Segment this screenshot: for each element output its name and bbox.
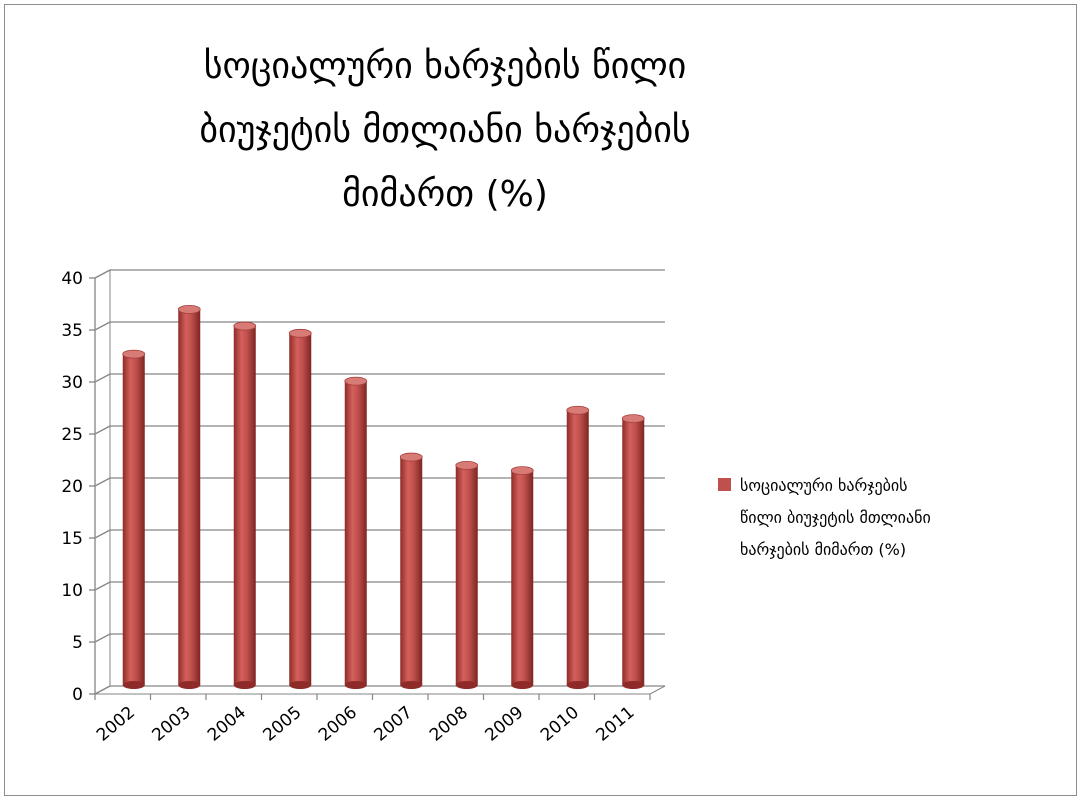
x-tick-label: 2008 bbox=[426, 703, 472, 746]
chart-title-line-1: სოციალური ხარჯების წილი bbox=[203, 46, 687, 87]
bar-top-2004 bbox=[233, 321, 257, 331]
bar-top-2002 bbox=[122, 349, 146, 359]
bar-2005 bbox=[289, 333, 312, 685]
bar-base-2010 bbox=[566, 681, 589, 689]
gridline-side bbox=[94, 373, 111, 383]
bar-2010 bbox=[566, 410, 589, 685]
x-tick-label: 2006 bbox=[315, 703, 361, 746]
x-tick-label: 2011 bbox=[592, 703, 638, 746]
x-tick-label: 2007 bbox=[370, 703, 416, 746]
gridline-side bbox=[94, 529, 111, 539]
bar-base-2008 bbox=[455, 681, 478, 689]
bar-top-2010 bbox=[566, 405, 590, 415]
bar-2003 bbox=[178, 309, 201, 685]
bar-top-2006 bbox=[344, 376, 368, 386]
legend-label-line-3: ხარჯების მიმართ (%) bbox=[740, 540, 907, 559]
legend-label-line-1: სოციალური ხარჯების bbox=[740, 476, 908, 495]
x-tick-label: 2005 bbox=[259, 703, 305, 746]
y-tick-label: 35 bbox=[61, 321, 83, 341]
bar-2011 bbox=[622, 418, 645, 685]
gridline-side bbox=[94, 425, 111, 435]
bar-base-2006 bbox=[344, 681, 367, 689]
y-tick-label: 40 bbox=[61, 269, 83, 289]
bar-top-2008 bbox=[455, 460, 479, 470]
x-tick-label: 2010 bbox=[537, 703, 583, 746]
bar-base-2003 bbox=[178, 681, 201, 689]
bar-base-2007 bbox=[400, 681, 423, 689]
y-tick-label: 10 bbox=[61, 581, 83, 601]
chart-title-line-2: ბიუჯეტის მთლიანი ხარჯების bbox=[199, 110, 691, 151]
bar-2002 bbox=[122, 354, 145, 685]
bar-2006 bbox=[344, 381, 367, 685]
legend-label: სოციალური ხარჯების წილი ბიუჯეტის მთლიანი… bbox=[740, 470, 1040, 566]
chart-title: სოციალური ხარჯების წილი ბიუჯეტის მთლიანი… bbox=[115, 35, 775, 227]
y-tick-label: 15 bbox=[61, 529, 83, 549]
bar-base-2004 bbox=[233, 681, 256, 689]
bar-2007 bbox=[400, 457, 423, 685]
bar-top-2009 bbox=[510, 466, 534, 476]
y-tick-label: 5 bbox=[72, 633, 83, 653]
y-tick-label: 20 bbox=[61, 477, 83, 497]
bar-2004 bbox=[233, 326, 256, 685]
chart-title-line-3: მიმართ (%) bbox=[342, 174, 548, 215]
bar-base-2005 bbox=[289, 681, 312, 689]
bar-top-2007 bbox=[399, 452, 423, 462]
bar-base-2011 bbox=[622, 681, 645, 689]
y-tick-label: 30 bbox=[61, 373, 83, 393]
y-tick-label: 0 bbox=[72, 685, 83, 705]
gridline-side bbox=[94, 269, 111, 279]
bar-base-2002 bbox=[122, 681, 145, 689]
bar-top-2003 bbox=[177, 304, 201, 314]
gridline-side bbox=[94, 321, 111, 331]
gridline-side bbox=[94, 685, 111, 695]
bar-top-2011 bbox=[621, 414, 645, 424]
bar-top-2005 bbox=[288, 328, 312, 338]
legend-label-line-2: წილი ბიუჯეტის მთლიანი bbox=[740, 508, 931, 527]
x-tick-label: 2004 bbox=[204, 703, 250, 746]
x-tick-label: 2009 bbox=[481, 703, 527, 746]
bar-2008 bbox=[455, 465, 478, 685]
bar-2009 bbox=[511, 470, 534, 685]
gridline-side bbox=[94, 581, 111, 591]
bar-base-2009 bbox=[511, 681, 534, 689]
gridline-side bbox=[94, 477, 111, 487]
x-tick-label: 2002 bbox=[93, 703, 139, 746]
x-tick-label: 2003 bbox=[148, 703, 194, 746]
gridline-side bbox=[94, 633, 111, 643]
y-tick-label: 25 bbox=[61, 425, 83, 445]
legend-swatch bbox=[718, 478, 731, 491]
